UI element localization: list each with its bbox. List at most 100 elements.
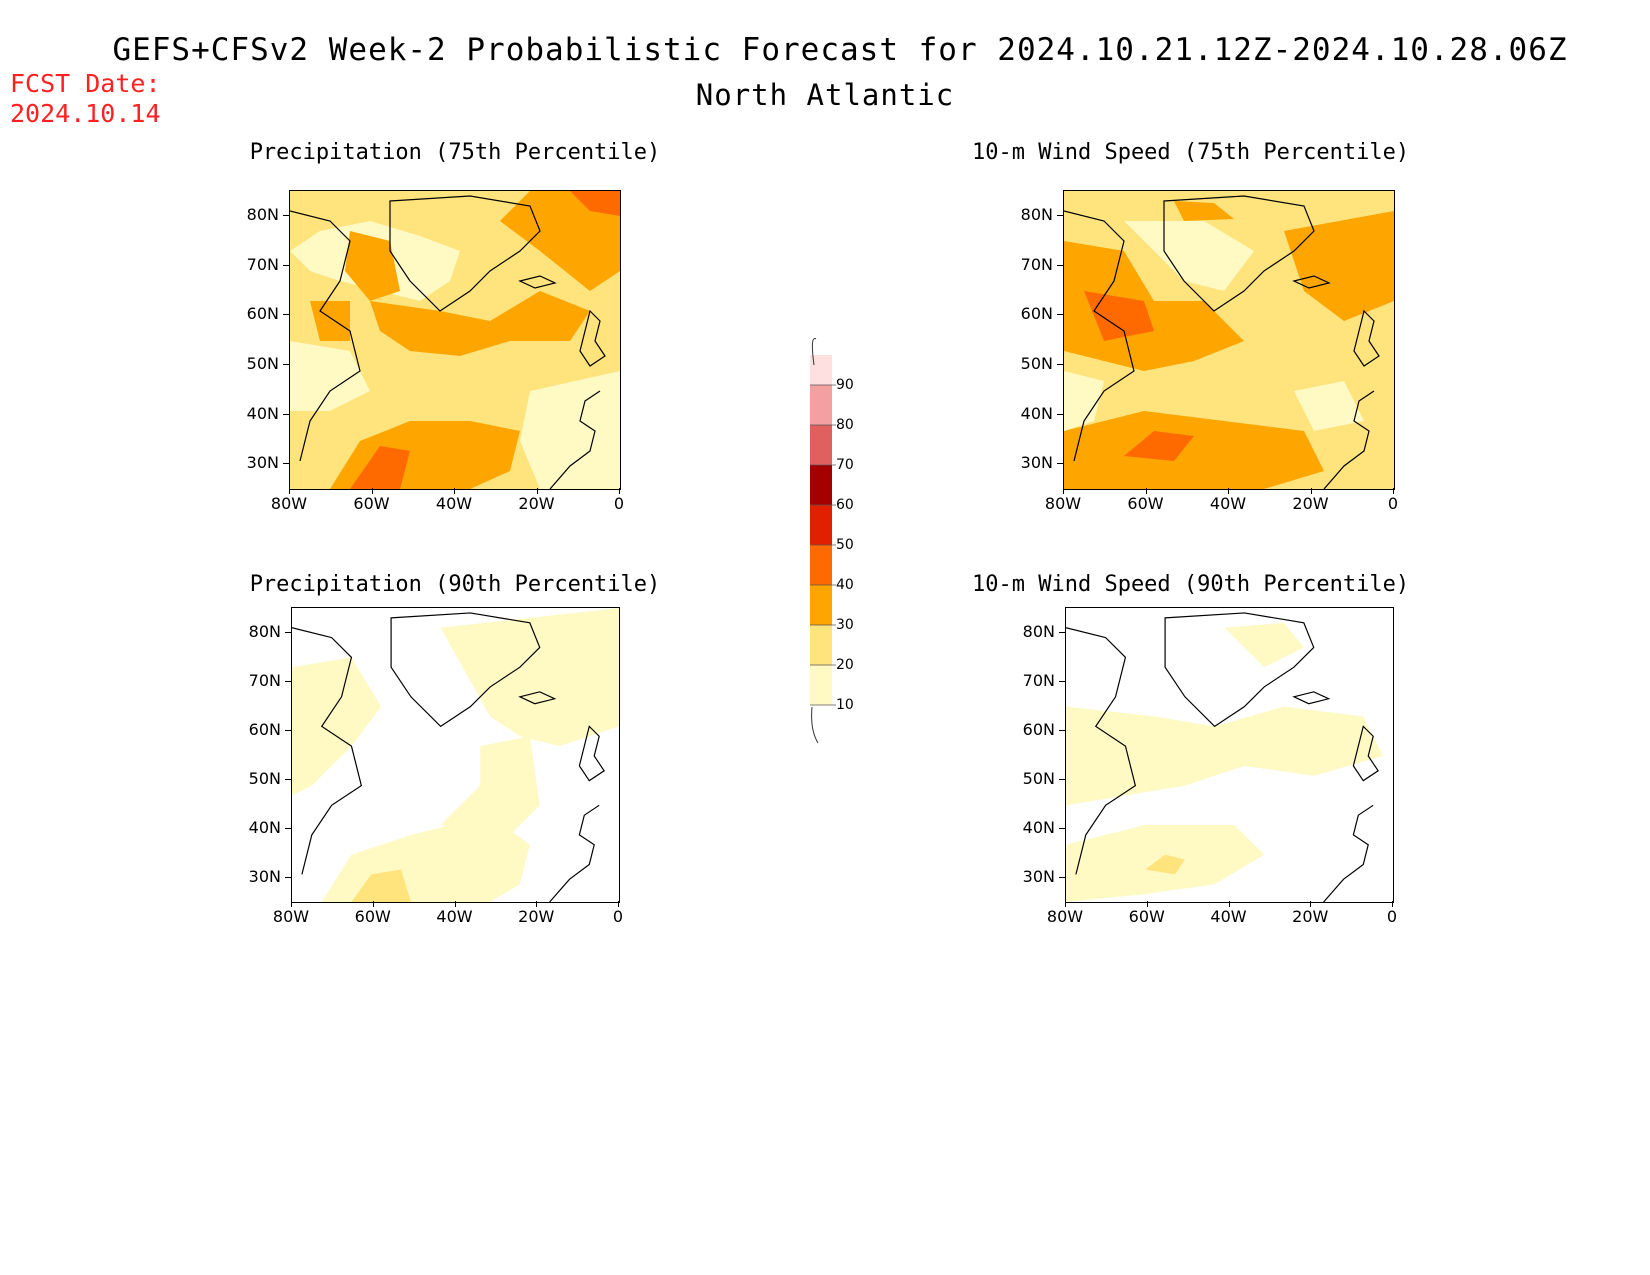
y-tick-mark [1057, 363, 1063, 365]
x-tick-label: 0 [612, 907, 624, 926]
europe-africa-coastline [1323, 804, 1374, 902]
greenland-coastline [1164, 612, 1315, 728]
y-tick-mark [283, 463, 289, 465]
y-tick-mark [1059, 876, 1065, 878]
europe-africa-coastline [549, 804, 600, 902]
x-tick-label: 40W [1210, 907, 1247, 926]
y-tick-mark [285, 876, 291, 878]
y-tick-mark [285, 827, 291, 829]
shade-high [570, 191, 620, 216]
y-tick-label: 50N [246, 353, 279, 373]
y-tick-label: 30N [1020, 453, 1053, 473]
x-tick-label: 60W [353, 494, 390, 513]
forecast-date-label: FCST Date: [10, 69, 161, 98]
iceland-coastline [518, 275, 557, 289]
y-tick-label: 30N [246, 453, 279, 473]
y-tick-mark [1057, 214, 1063, 216]
colorbar-segment-20 [810, 625, 832, 665]
shade-low [1066, 706, 1384, 806]
colorbar-segment-80 [810, 385, 832, 425]
iceland-coastline [1292, 691, 1331, 705]
shade-high [350, 446, 410, 489]
y-tick-label: 70N [246, 254, 279, 274]
iceland-coastline [518, 691, 557, 705]
x-tick-label: 20W [518, 494, 555, 513]
y-tick-mark [283, 314, 289, 316]
x-tick-mark [1228, 901, 1230, 907]
colorbar-label: 90 [836, 377, 854, 393]
north-america-coastline [290, 210, 361, 462]
x-tick-mark [1065, 901, 1066, 907]
europe-africa-coastline [1323, 390, 1375, 489]
shade-mid [370, 291, 590, 356]
colorbar-label: 60 [836, 497, 854, 513]
x-tick-label: 20W [1292, 494, 1329, 513]
colorbar-label: 30 [836, 617, 854, 633]
shade-low [1124, 221, 1254, 291]
shade-mid [500, 191, 620, 291]
british-isles-coastline [578, 725, 605, 782]
colorbar-label: 70 [836, 457, 854, 473]
panel-title-precip-90: Precipitation (90th Percentile) [249, 572, 661, 597]
colorbar-segment-60 [810, 465, 832, 505]
y-tick-label: 80N [1022, 621, 1055, 641]
shade-mid [1174, 201, 1234, 221]
greenland-coastline [1163, 195, 1315, 312]
y-tick-mark [283, 363, 289, 365]
map-precip-90 [291, 607, 620, 903]
shade-low [440, 608, 619, 747]
greenland-coastline [390, 612, 541, 728]
y-tick-label: 80N [248, 621, 281, 641]
x-tick-mark [291, 901, 292, 907]
y-tick-mark [283, 214, 289, 216]
x-tick-label: 20W [1292, 907, 1329, 926]
x-tick-label: 0 [613, 494, 625, 513]
x-tick-label: 60W [1127, 494, 1164, 513]
x-tick-mark [1146, 901, 1148, 907]
y-tick-label: 50N [1022, 768, 1055, 788]
shade-mid [1145, 854, 1185, 875]
y-tick-mark [285, 680, 291, 682]
north-america-coastline [1064, 210, 1135, 462]
x-tick-mark [619, 488, 620, 494]
y-tick-mark [283, 413, 289, 415]
x-tick-mark [1310, 488, 1312, 494]
x-tick-mark [1228, 488, 1229, 494]
colorbar-top-arrow [811, 338, 817, 366]
y-tick-label: 70N [1022, 670, 1055, 690]
y-tick-label: 70N [1020, 254, 1053, 274]
british-isles-coastline [1353, 309, 1380, 367]
shade-low [520, 371, 620, 489]
y-tick-label: 80N [246, 204, 279, 224]
shade-low [1294, 381, 1364, 431]
y-tick-label: 50N [248, 768, 281, 788]
colorbar-segment-90 [810, 355, 832, 385]
colorbar-segment-70 [810, 425, 832, 465]
figure-title: GEFS+CFSv2 Week-2 Probabilistic Forecast… [112, 32, 1568, 68]
colorbar-label: 80 [836, 417, 854, 433]
y-tick-label: 70N [248, 670, 281, 690]
x-tick-label: 80W [272, 907, 310, 926]
shade-mid [351, 869, 411, 902]
colorbar-label: 20 [836, 657, 854, 673]
x-tick-label: 0 [1386, 907, 1398, 926]
y-tick-mark [1059, 827, 1065, 829]
y-tick-label: 60N [1020, 304, 1053, 324]
y-tick-label: 40N [246, 403, 279, 423]
x-tick-mark [1063, 488, 1064, 494]
greenland-coastline [389, 195, 541, 312]
shade-mid [345, 231, 400, 301]
x-tick-mark [372, 901, 374, 907]
x-tick-label: 40W [435, 494, 473, 513]
x-tick-mark [536, 488, 538, 494]
panel-title-wind-75: 10-m Wind Speed (75th Percentile) [972, 140, 1410, 165]
british-isles-coastline [579, 309, 606, 367]
shade-mid [1284, 211, 1394, 321]
x-tick-mark [1392, 901, 1393, 907]
colorbar-bottom-arrow [811, 706, 819, 744]
colorbar-label: 10 [836, 697, 854, 713]
shade-low [290, 341, 370, 411]
x-tick-label: 20W [518, 907, 555, 926]
y-tick-label: 40N [248, 817, 281, 837]
x-tick-mark [1145, 488, 1147, 494]
